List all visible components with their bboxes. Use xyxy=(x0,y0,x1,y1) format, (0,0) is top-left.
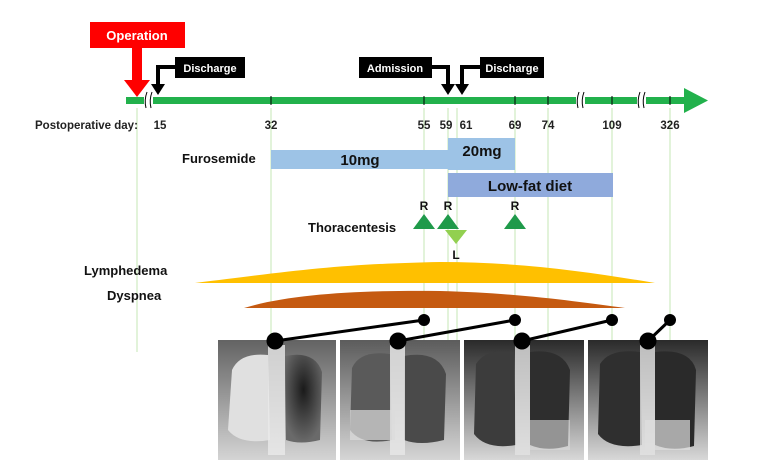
tick-label-15: 15 xyxy=(154,120,167,132)
xray-connectors xyxy=(266,314,676,350)
connector-xray-4-dot-small xyxy=(664,314,676,326)
timeline-ticks xyxy=(270,96,671,105)
chest-xray-1 xyxy=(218,340,336,460)
furosemide-row: Furosemide 10mg 20mg xyxy=(182,138,515,170)
connector-xray-2-dot-large xyxy=(389,332,407,350)
furosemide-label: Furosemide xyxy=(182,151,256,166)
lymphedema-label: Lymphedema xyxy=(84,263,168,278)
admission-box xyxy=(359,57,432,78)
low-fat-diet-row: Low-fat diet xyxy=(448,173,613,197)
admission-connector xyxy=(432,65,450,86)
low-fat-diet-label: Low-fat diet xyxy=(488,178,572,195)
discharge-second-callout: Discharge xyxy=(455,57,544,95)
discharge-first-callout: Discharge xyxy=(151,57,245,95)
tick-label-55: 55 xyxy=(418,120,431,132)
operation-callout: Operation xyxy=(90,22,185,97)
discharge-first-arrowhead xyxy=(151,84,165,95)
lymphedema-shape xyxy=(195,262,655,283)
connector-xray-4-dot-large xyxy=(639,332,657,350)
discharge-second-arrowhead xyxy=(455,84,469,95)
day-guide-lines xyxy=(136,108,671,352)
connector-xray-1-dot-small xyxy=(418,314,430,326)
timeline-arrow xyxy=(126,88,708,113)
axis-break-3 xyxy=(637,91,646,109)
discharge-first-connector xyxy=(156,65,175,86)
chest-xray-4 xyxy=(588,340,708,460)
discharge-first-box xyxy=(175,57,245,78)
lymphedema-row: Lymphedema xyxy=(84,262,655,283)
operation-arrow-head xyxy=(124,80,150,97)
thoracentesis-r-label-2: R xyxy=(444,199,453,213)
tick-label-326: 326 xyxy=(660,120,679,132)
thoracentesis-left-marker xyxy=(445,230,467,244)
dyspnea-shape xyxy=(244,290,625,308)
thoracentesis-right-marker-1 xyxy=(413,214,435,229)
discharge-second-label: Discharge xyxy=(485,63,538,75)
thoracentesis-r-label-3: R xyxy=(511,199,520,213)
low-fat-diet-bar xyxy=(448,173,613,197)
discharge-second-connector xyxy=(460,65,480,86)
connector-xray-1 xyxy=(274,318,425,343)
thoracentesis-r-label-1: R xyxy=(420,199,429,213)
furosemide-20mg-label: 20mg xyxy=(462,143,501,160)
operation-box xyxy=(90,22,185,48)
admission-label: Admission xyxy=(367,63,424,75)
tick-label-32: 32 xyxy=(265,120,278,132)
dyspnea-label: Dyspnea xyxy=(107,288,162,303)
admission-arrowhead xyxy=(441,84,455,95)
thoracentesis-right-marker-2 xyxy=(437,214,459,229)
thoracentesis-right-marker-3 xyxy=(504,214,526,229)
dyspnea-row: Dyspnea xyxy=(107,288,625,308)
chest-xray-3 xyxy=(464,340,584,460)
admission-callout: Admission xyxy=(359,57,455,95)
furosemide-10mg-bar xyxy=(271,150,448,169)
xray-strip xyxy=(218,340,708,460)
connector-xray-2 xyxy=(397,318,516,343)
thoracentesis-label: Thoracentesis xyxy=(308,220,396,235)
connector-xray-2-dot-small xyxy=(509,314,521,326)
tick-label-69: 69 xyxy=(509,120,522,132)
timeline-arrowhead xyxy=(684,88,708,113)
tick-label-59: 59 xyxy=(440,120,453,132)
axis-break-1 xyxy=(144,91,153,109)
thoracentesis-row: Thoracentesis R R L R xyxy=(308,199,526,262)
discharge-first-label: Discharge xyxy=(183,63,236,75)
axis-break-2 xyxy=(576,91,585,109)
connector-xray-3-dot-large xyxy=(513,332,531,350)
tick-label-74: 74 xyxy=(542,120,555,132)
connector-xray-1-dot-large xyxy=(266,332,284,350)
chest-xray-2 xyxy=(340,340,460,460)
operation-arrow-shaft xyxy=(132,48,142,81)
tick-label-61: 61 xyxy=(460,120,473,132)
discharge-second-box xyxy=(480,57,544,78)
connector-xray-3 xyxy=(521,318,613,343)
operation-label: Operation xyxy=(106,28,167,43)
thoracentesis-l-label: L xyxy=(452,248,459,262)
axis-labels: Postoperative day: 15 32 55 59 61 69 74 … xyxy=(35,120,680,132)
tick-label-109: 109 xyxy=(602,120,621,132)
timeline-bar xyxy=(126,97,686,104)
connector-xray-3-dot-small xyxy=(606,314,618,326)
furosemide-20mg-bar xyxy=(448,138,515,170)
axis-title: Postoperative day: xyxy=(35,120,138,132)
furosemide-10mg-label: 10mg xyxy=(340,152,379,169)
